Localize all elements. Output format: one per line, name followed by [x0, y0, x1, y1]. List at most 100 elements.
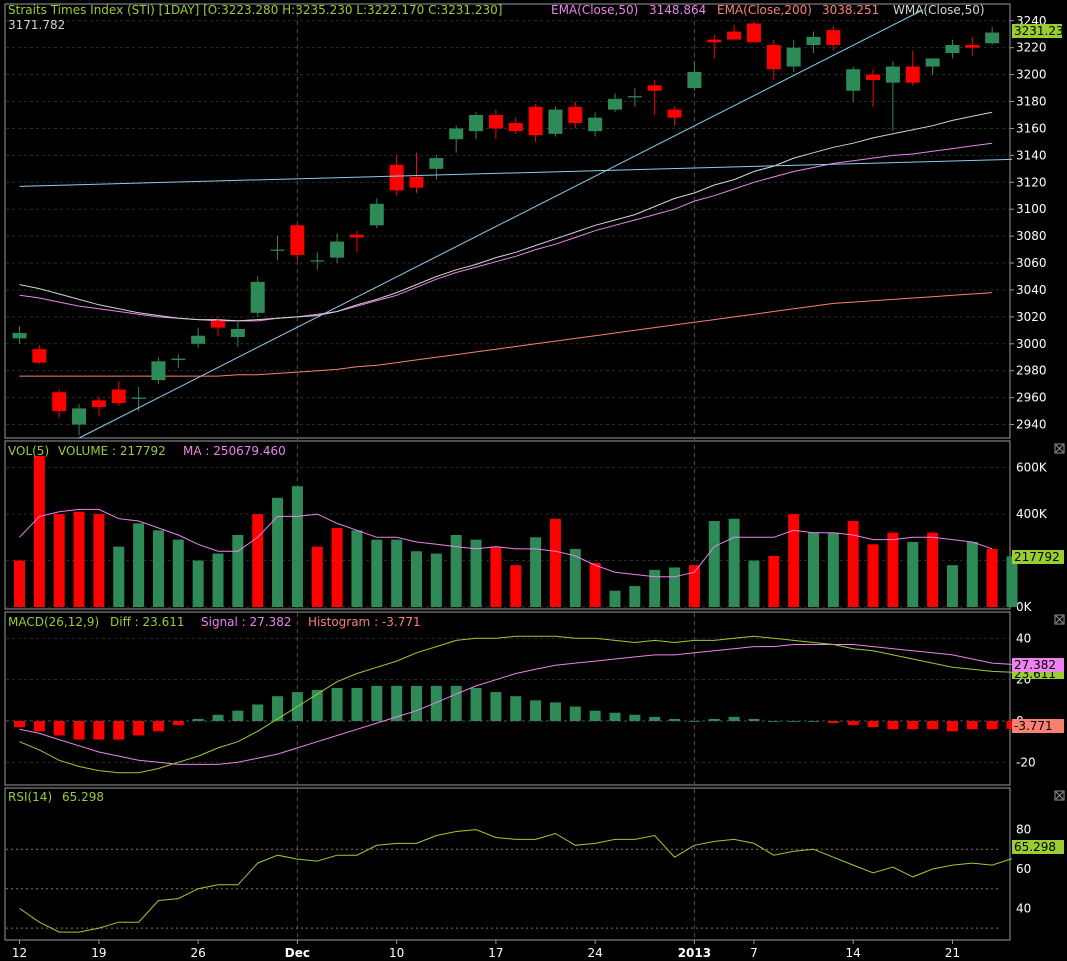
- x-tick-label: 2013: [678, 946, 711, 960]
- volume-bar: [827, 532, 839, 607]
- candle-body: [211, 320, 225, 328]
- volume-tick-label: 600K: [1016, 461, 1048, 475]
- candle: [32, 345, 47, 364]
- volume-bars: [14, 456, 1018, 607]
- candle-body: [746, 23, 761, 43]
- candle: [230, 322, 245, 347]
- macd-histogram-bar: [609, 712, 621, 721]
- rsi-tick-label: 40: [1016, 901, 1031, 915]
- volume-bar: [728, 518, 740, 607]
- candle: [707, 34, 722, 59]
- candle: [746, 20, 761, 43]
- x-tick-label: 24: [588, 946, 603, 960]
- price-tick-label: 3160: [1016, 121, 1047, 135]
- candle-body: [727, 31, 742, 40]
- ema200-line: [19, 292, 993, 377]
- candle: [151, 357, 166, 385]
- candle-body: [766, 44, 781, 70]
- macd-histogram-bar: [272, 696, 284, 721]
- candle-body: [707, 39, 722, 43]
- macd-histogram-bar: [14, 721, 25, 728]
- candle: [687, 61, 702, 91]
- rsi-panel-title: RSI(14): [8, 790, 52, 804]
- candle-body: [250, 281, 265, 313]
- volume-bar: [768, 555, 780, 607]
- candle: [409, 152, 424, 194]
- candle-body: [488, 114, 503, 129]
- candle-body: [449, 128, 464, 140]
- candle: [91, 396, 106, 417]
- close-icon[interactable]: [1054, 443, 1065, 454]
- volume-bar: [490, 546, 502, 607]
- candle: [608, 93, 622, 113]
- macd-diff-label: Diff : 23.611: [110, 615, 185, 629]
- price-tick-label: 3080: [1016, 229, 1047, 243]
- candle: [766, 39, 781, 80]
- close-icon[interactable]: [1054, 790, 1065, 801]
- volume-bar: [331, 528, 343, 607]
- volume-bar: [53, 514, 65, 607]
- candle-body: [469, 114, 484, 132]
- macd-histogram-bar: [133, 721, 145, 736]
- candle-body: [389, 164, 404, 191]
- candle-body: [151, 361, 166, 381]
- price-tick-label: 3000: [1016, 337, 1047, 351]
- volume-bar: [589, 562, 601, 607]
- candle-body: [965, 44, 980, 48]
- candle-body: [588, 117, 603, 132]
- volume-bar: [649, 569, 661, 607]
- candle-body: [330, 241, 345, 258]
- candle-body: [905, 66, 920, 83]
- x-tick-label: 7: [750, 946, 758, 960]
- volume-bar: [252, 514, 264, 607]
- wma50-value: 3171.782: [8, 18, 65, 32]
- macd-signal-label: Signal : 27.382: [201, 615, 292, 629]
- macd-histogram-bar: [510, 696, 522, 721]
- macd-histogram-bar: [450, 685, 462, 721]
- candle: [349, 230, 364, 253]
- candle-body: [786, 47, 801, 67]
- close-icon[interactable]: [1054, 614, 1065, 625]
- candle-body: [171, 358, 186, 360]
- candle: [667, 106, 682, 126]
- candle-body: [846, 69, 861, 91]
- macd-histogram-bar: [867, 721, 879, 728]
- volume-bar: [887, 532, 899, 607]
- candle-body: [985, 32, 1000, 44]
- candle: [925, 58, 940, 75]
- candle: [647, 79, 662, 115]
- candle: [290, 224, 305, 261]
- volume-bar: [272, 497, 284, 607]
- ema50-label: EMA(Close,50): [551, 3, 638, 17]
- macd-histogram-bar: [946, 721, 958, 732]
- svg-text:65.298: 65.298: [1014, 840, 1056, 854]
- rsi-line: [19, 829, 1013, 933]
- macd-histogram-bar: [549, 702, 561, 721]
- x-tick-label: 21: [945, 946, 960, 960]
- macd-tick-label: 40: [1016, 631, 1031, 645]
- ema200-label: EMA(Close,200): [717, 3, 812, 17]
- rsi-panel-frame: [4, 787, 1011, 941]
- svg-text:-3.771: -3.771: [1014, 719, 1053, 733]
- volume-bar: [430, 553, 442, 607]
- volume-bar: [152, 530, 164, 607]
- candle-body: [270, 249, 285, 251]
- svg-text:27.382: 27.382: [1014, 658, 1056, 672]
- macd-histogram-bar: [351, 687, 363, 721]
- candle-body: [806, 36, 821, 45]
- volume-bar: [907, 541, 919, 607]
- volume-bar: [450, 534, 462, 607]
- candle: [250, 276, 265, 317]
- candlesticks: [12, 20, 1000, 436]
- volume-grid: 0K 400K 600K: [6, 461, 1048, 614]
- macd-histogram-bar: [927, 721, 939, 730]
- macd-histogram-bar: [530, 700, 542, 721]
- volume-bar: [411, 551, 422, 607]
- candle-body: [32, 349, 47, 363]
- volume-bar: [708, 521, 720, 607]
- x-tick-label: 10: [389, 946, 404, 960]
- price-panel-frame: [4, 3, 1011, 439]
- macd-histogram-bar: [887, 721, 899, 730]
- price-tick-label: 2980: [1016, 364, 1047, 378]
- candle: [52, 389, 67, 418]
